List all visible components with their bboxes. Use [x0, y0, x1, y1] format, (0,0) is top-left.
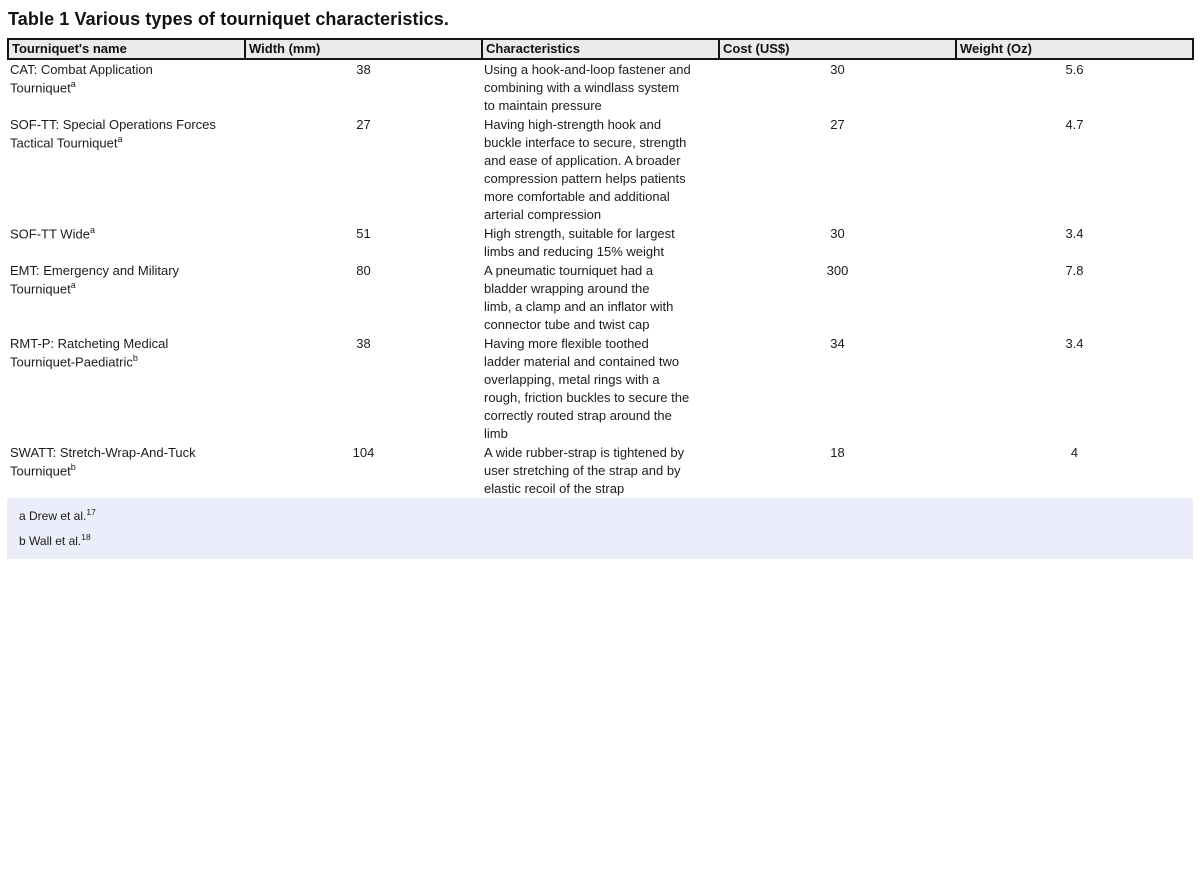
tourniquet-name: SWATT: Stretch-Wrap-And-Tuck Tourniquet — [10, 445, 196, 479]
tourniquet-table: Tourniquet's name Width (mm) Characteris… — [7, 38, 1194, 498]
characteristics-text: Having more flexible toothed ladder mate… — [484, 336, 690, 441]
width-cell: 38 — [356, 336, 371, 351]
header-cost: Cost (US$) — [718, 38, 957, 60]
characteristics-cell: Using a hook-and-loop fastener and combi… — [482, 59, 719, 115]
name-cell: SOF-TT: Special Operations Forces Tactic… — [8, 115, 245, 224]
width-cell: 27 — [356, 117, 371, 132]
tourniquet-name: RMT-P: Ratcheting Medical Tourniquet-Pae… — [10, 336, 169, 370]
tourniquet-name: SOF-TT Wide — [10, 226, 90, 242]
footnote-marker: a — [70, 280, 76, 290]
characteristics-cell: High strength, suitable for largest limb… — [482, 224, 719, 261]
cost-cell: 27 — [830, 117, 845, 132]
width-cell: 104 — [352, 445, 375, 460]
width-cell: 51 — [356, 226, 371, 241]
weight-cell: 7.8 — [1065, 263, 1084, 278]
header-tourniquet-name: Tourniquet's name — [7, 38, 246, 60]
table-title: Table 1 Various types of tourniquet char… — [8, 9, 449, 29]
characteristics-cell: A wide rubber-strap is tightened by user… — [482, 443, 719, 498]
weight-cell: 3.4 — [1065, 226, 1084, 241]
characteristics-text: Using a hook-and-loop fastener and combi… — [484, 62, 691, 113]
width-cell: 38 — [356, 62, 371, 77]
footnote-b-ref: 18 — [81, 531, 91, 542]
cost-cell: 30 — [830, 62, 845, 77]
table-footnotes: a Drew et al. 17 b Wall et al. 18 — [7, 498, 1193, 559]
footnote-a-ref: 17 — [86, 506, 96, 517]
table-row-rmt-p: RMT-P: Ratcheting Medical Tourniquet-Pae… — [8, 334, 1193, 443]
characteristics-text: High strength, suitable for largest limb… — [484, 226, 675, 259]
weight-cell: 4.7 — [1065, 117, 1084, 132]
tourniquet-name: EMT: Emergency and Military Tourniquet — [10, 263, 180, 297]
table-row-sof-tt-wide: SOF-TT Widea 51 High strength, suitable … — [8, 224, 1193, 261]
footnote-marker: b — [132, 353, 138, 363]
header-row: Tourniquet's name Width (mm) Characteris… — [7, 38, 1194, 60]
cost-cell: 300 — [826, 263, 849, 278]
footnote-marker: b — [70, 462, 76, 472]
footnote-a: a Drew et al. 17 — [19, 503, 1193, 528]
characteristics-cell: Having more flexible toothed ladder mate… — [482, 334, 719, 443]
cost-cell: 18 — [830, 445, 845, 460]
table-row-sof-tt: SOF-TT: Special Operations Forces Tactic… — [8, 115, 1193, 224]
characteristics-text: A wide rubber-strap is tightened by user… — [484, 445, 685, 496]
footnote-b: b Wall et al. 18 — [19, 528, 1193, 553]
name-cell: EMT: Emergency and Military Tourniqueta — [8, 261, 245, 334]
header-characteristics: Characteristics — [481, 38, 720, 60]
footnote-marker: a — [89, 225, 95, 235]
characteristics-text: Having high-strength hook and buckle int… — [484, 117, 687, 222]
characteristics-cell: A pneumatic tourniquet had a bladder wra… — [482, 261, 719, 334]
cost-cell: 34 — [830, 336, 845, 351]
table-body: CAT: Combat Application Tourniqueta 38 U… — [8, 59, 1193, 498]
characteristics-cell: Having high-strength hook and buckle int… — [482, 115, 719, 224]
footnote-marker: a — [117, 134, 123, 144]
tourniquet-name: CAT: Combat Application Tourniquet — [10, 62, 153, 96]
name-cell: CAT: Combat Application Tourniqueta — [8, 59, 245, 115]
header-weight: Weight (Oz) — [955, 38, 1194, 60]
table-row-swatt: SWATT: Stretch-Wrap-And-Tuck Tourniquetb… — [8, 443, 1193, 498]
footnote-marker: a — [70, 79, 76, 89]
table-header: Tourniquet's name Width (mm) Characteris… — [7, 38, 1194, 60]
footnote-b-label: b Wall et al. — [19, 533, 82, 548]
characteristics-text: A pneumatic tourniquet had a bladder wra… — [484, 263, 674, 332]
name-cell: SWATT: Stretch-Wrap-And-Tuck Tourniquetb — [8, 443, 245, 498]
footnote-a-label: a Drew et al. — [19, 508, 87, 523]
header-width: Width (mm) — [244, 38, 483, 60]
table-row-cat: CAT: Combat Application Tourniqueta 38 U… — [8, 59, 1193, 115]
weight-cell: 5.6 — [1065, 62, 1084, 77]
width-cell: 80 — [356, 263, 371, 278]
weight-cell: 3.4 — [1065, 336, 1084, 351]
weight-cell: 4 — [1070, 445, 1079, 460]
tourniquet-name: SOF-TT: Special Operations Forces Tactic… — [10, 117, 216, 151]
name-cell: RMT-P: Ratcheting Medical Tourniquet-Pae… — [8, 334, 245, 443]
name-cell: SOF-TT Widea — [8, 224, 245, 261]
table-row-emt: EMT: Emergency and Military Tourniqueta … — [8, 261, 1193, 334]
cost-cell: 30 — [830, 226, 845, 241]
